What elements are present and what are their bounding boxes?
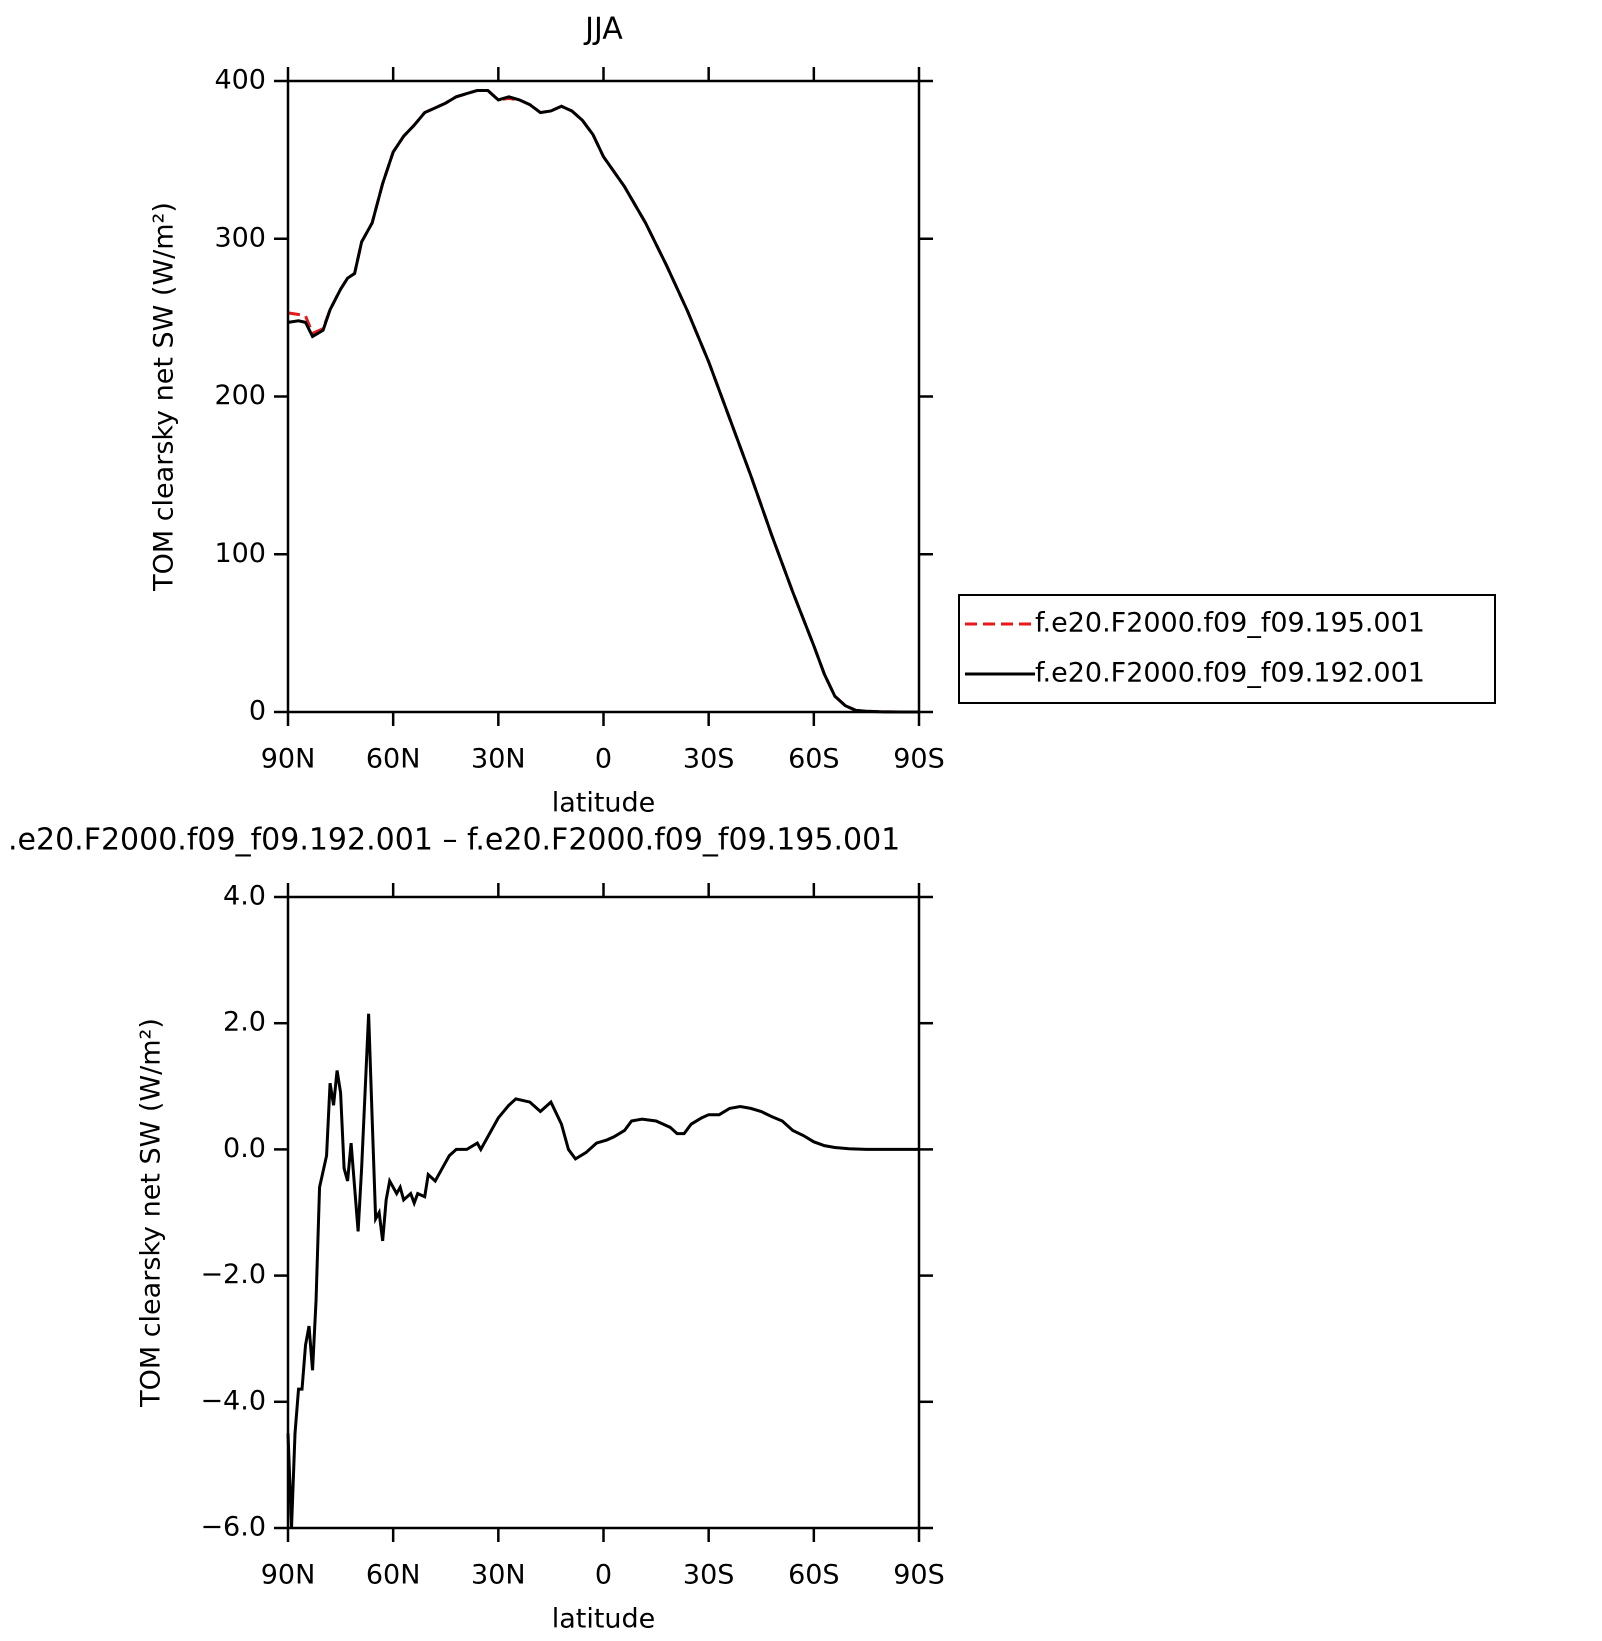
y-tick-label: −2.0	[200, 1259, 266, 1290]
x-tick-label: 30S	[683, 744, 735, 775]
x-tick-label: 0	[595, 1560, 612, 1591]
y-tick-label: 200	[214, 380, 266, 411]
legend-label: f.e20.F2000.f09_f09.192.001	[1035, 658, 1425, 689]
y-tick-label: 4.0	[223, 881, 266, 912]
x-tick-label: 90S	[893, 744, 945, 775]
chart-title: .e20.F2000.f09_f09.192.001 – f.e20.F2000…	[8, 823, 900, 858]
x-tick-label: 30N	[471, 1560, 526, 1591]
y-tick-label: 300	[214, 222, 266, 253]
y-tick-label: 0.0	[223, 1133, 266, 1164]
legend-label: f.e20.F2000.f09_f09.195.001	[1035, 608, 1425, 639]
y-tick-label: 100	[214, 538, 266, 569]
x-tick-label: 60N	[366, 744, 421, 775]
x-axis-label: latitude	[552, 788, 656, 819]
y-tick-label: 400	[214, 65, 266, 96]
y-tick-label: 2.0	[223, 1007, 266, 1038]
plot-frame	[286, 895, 921, 1530]
y-tick-label: −6.0	[200, 1512, 266, 1543]
x-tick-label: 60S	[788, 1560, 840, 1591]
x-tick-label: 90N	[261, 1560, 316, 1591]
data-line	[286, 1013, 919, 1529]
x-tick-label: 60S	[788, 744, 840, 775]
plot-frame	[286, 79, 921, 714]
x-tick-label: 0	[595, 744, 612, 775]
y-axis-label: TOM clearsky net SW (W/m²)	[149, 202, 180, 592]
x-tick-label: 30N	[471, 744, 526, 775]
chart-title: JJA	[583, 12, 623, 47]
x-tick-label: 90S	[893, 1560, 945, 1591]
y-tick-label: 0	[249, 696, 266, 727]
data-line	[287, 88, 919, 714]
y-axis-label: TOM clearsky net SW (W/m²)	[136, 1018, 167, 1408]
x-axis-label: latitude	[552, 1604, 656, 1635]
x-tick-label: 90N	[261, 744, 316, 775]
y-tick-label: −4.0	[200, 1385, 266, 1416]
x-tick-label: 60N	[366, 1560, 421, 1591]
legend-box	[958, 594, 1496, 704]
x-tick-label: 30S	[683, 1560, 735, 1591]
